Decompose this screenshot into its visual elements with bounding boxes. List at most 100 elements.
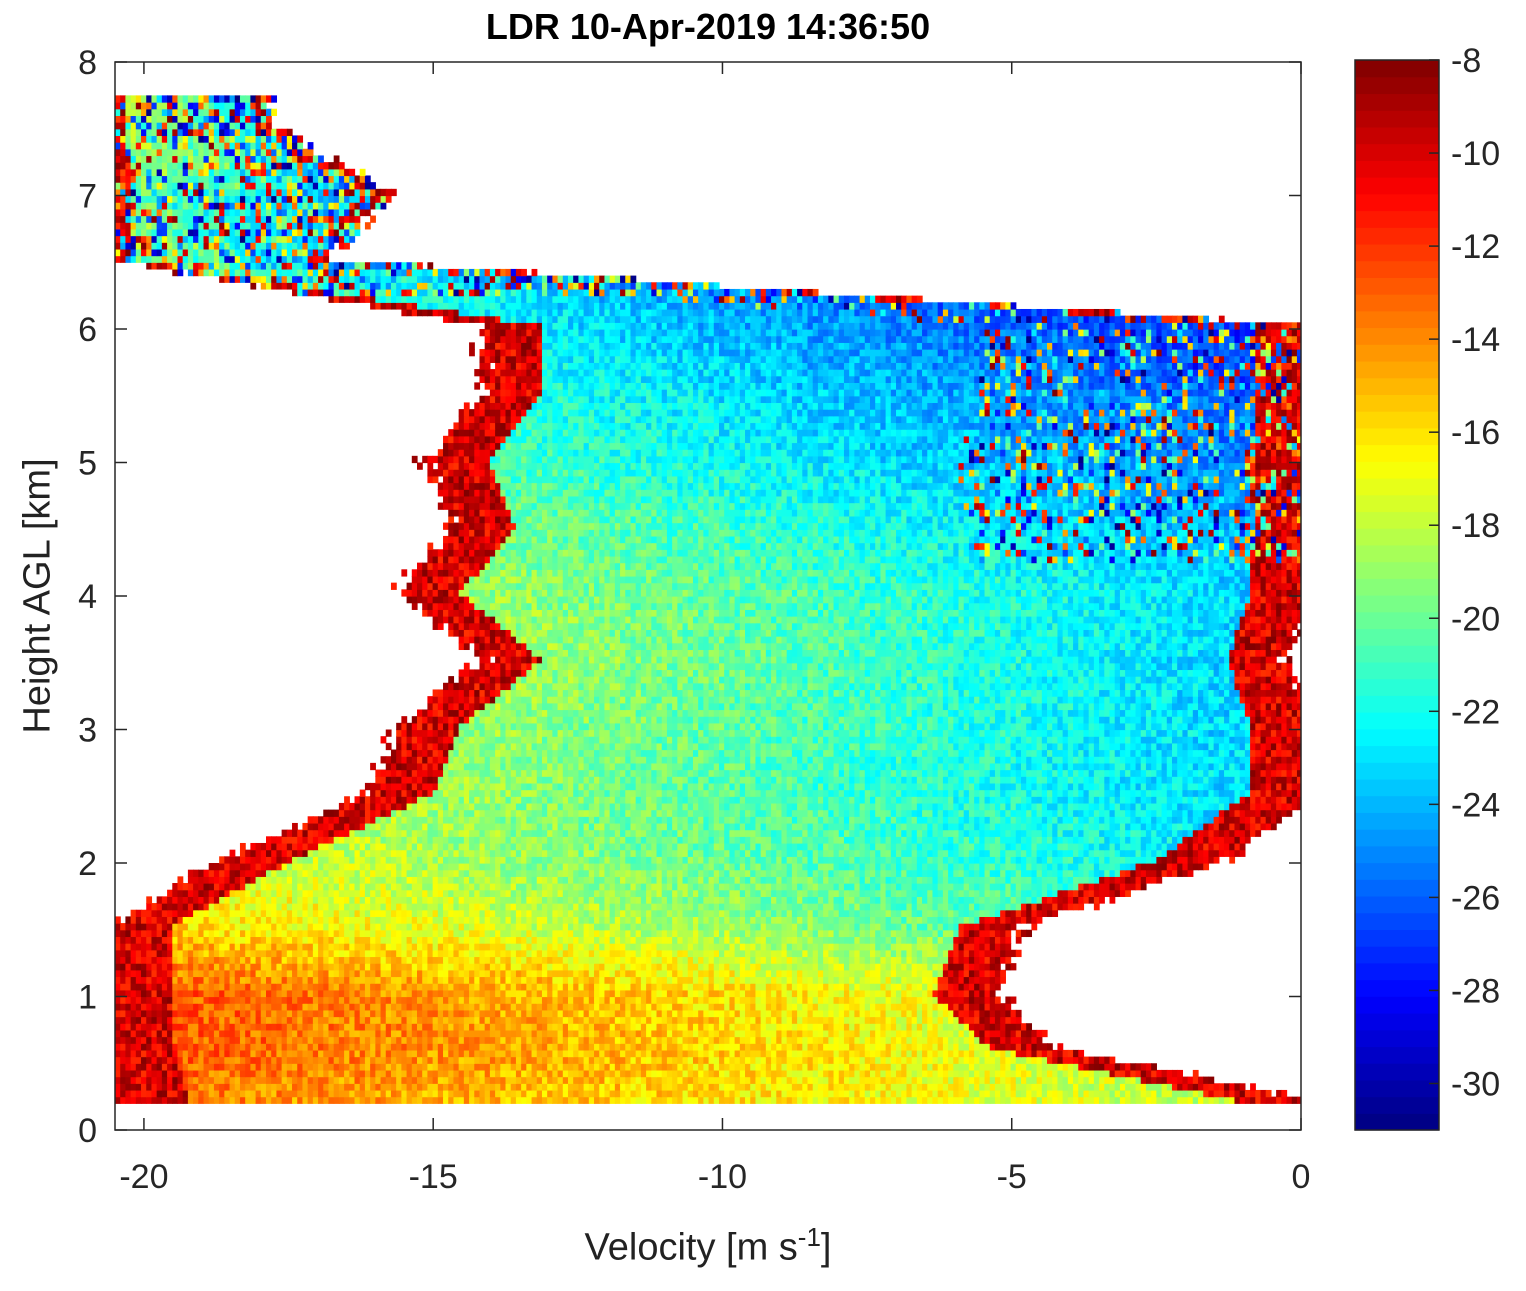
heatmap-cell	[1031, 1036, 1038, 1044]
heatmap-cell	[229, 949, 236, 958]
heatmap-cell	[547, 1016, 553, 1024]
heatmap-cell	[609, 983, 616, 991]
heatmap-cell	[422, 1009, 429, 1018]
heatmap-cell	[750, 1096, 757, 1104]
heatmap-cell	[692, 1049, 699, 1058]
heatmap-cell	[672, 1003, 678, 1011]
heatmap-cell	[588, 1003, 595, 1011]
heatmap-cell	[239, 1089, 246, 1098]
heatmap-cell	[979, 1063, 986, 1071]
heatmap-cell	[260, 1029, 267, 1038]
heatmap-cell	[536, 956, 543, 964]
heatmap-cell	[562, 1029, 569, 1038]
heatmap-cell	[177, 963, 184, 971]
heatmap-cell	[916, 1043, 923, 1051]
heatmap-cell	[271, 1049, 278, 1058]
heatmap-cell	[422, 1063, 429, 1071]
heatmap-cell	[807, 1063, 814, 1071]
heatmap-cell	[536, 1009, 543, 1018]
heatmap-cell	[161, 989, 168, 998]
heatmap-cell	[515, 1043, 522, 1051]
heatmap-cell	[692, 1043, 699, 1051]
heatmap-cell	[968, 1016, 975, 1024]
heatmap-cell	[838, 996, 845, 1004]
heatmap-cell	[344, 969, 350, 978]
heatmap-cell	[484, 949, 491, 958]
heatmap-cell	[323, 989, 330, 998]
heatmap-cell	[521, 989, 527, 998]
heatmap-cell	[125, 1016, 132, 1024]
heatmap-cell	[375, 1069, 382, 1078]
heatmap-cell	[234, 1009, 241, 1018]
heatmap-cell	[375, 1076, 382, 1084]
heatmap-cell	[567, 976, 574, 984]
heatmap-cell	[536, 1023, 543, 1031]
heatmap-cell	[614, 1009, 621, 1018]
heatmap-cell	[536, 949, 543, 958]
heatmap-cell	[594, 929, 600, 938]
heatmap-cell	[219, 936, 225, 944]
heatmap-cell	[182, 963, 189, 971]
heatmap-cell	[390, 1076, 397, 1084]
heatmap-cell	[776, 969, 783, 978]
heatmap-cell	[859, 1056, 866, 1064]
heatmap-cell	[906, 1029, 913, 1038]
heatmap-cell	[328, 949, 335, 958]
heatmap-cell	[932, 996, 939, 1004]
heatmap-cell	[1192, 1089, 1199, 1098]
heatmap-cell	[932, 969, 939, 978]
heatmap-cell	[1005, 1063, 1012, 1071]
heatmap-cell	[786, 949, 793, 958]
heatmap-cell	[338, 949, 345, 958]
heatmap-cell	[177, 1089, 184, 1098]
heatmap-cell	[828, 963, 835, 971]
heatmap-cell	[906, 976, 913, 984]
heatmap-cell	[703, 989, 710, 998]
heatmap-cell	[307, 996, 314, 1004]
heatmap-cell	[1010, 1023, 1017, 1031]
heatmap-cell	[1041, 1043, 1048, 1051]
heatmap-cell	[338, 969, 345, 978]
heatmap-cell	[375, 949, 382, 958]
heatmap-cell	[890, 1029, 897, 1038]
heatmap-cell	[833, 1009, 840, 1018]
heatmap-cell	[234, 1063, 241, 1071]
heatmap-cell	[526, 1003, 533, 1011]
heatmap-cell	[364, 943, 371, 951]
heatmap-cell	[901, 949, 908, 958]
heatmap-cell	[547, 983, 553, 991]
heatmap-cell	[1020, 1063, 1027, 1071]
heatmap-cell	[562, 1023, 569, 1031]
heatmap-cell	[661, 983, 668, 991]
heatmap-cell	[344, 949, 350, 958]
heatmap-cell	[448, 956, 455, 964]
heatmap-cell	[474, 996, 481, 1004]
heatmap-cell	[583, 1036, 590, 1044]
heatmap-cell	[224, 976, 231, 984]
heatmap-cell	[489, 943, 496, 951]
heatmap-cell	[489, 1063, 496, 1071]
heatmap-cell	[1015, 1029, 1022, 1038]
heatmap-cell	[234, 1023, 241, 1031]
heatmap-cell	[567, 923, 574, 931]
heatmap-cell	[469, 956, 475, 964]
heatmap-cell	[849, 996, 855, 1004]
heatmap-cell	[208, 963, 215, 971]
heatmap-cell	[177, 936, 184, 944]
heatmap-cell	[760, 1096, 767, 1104]
heatmap-cell	[172, 1083, 179, 1091]
heatmap-cell	[396, 1076, 402, 1084]
heatmap-cell	[213, 996, 220, 1004]
heatmap-cell	[859, 1089, 866, 1098]
heatmap-cell	[515, 1063, 522, 1071]
heatmap-cell	[682, 989, 689, 998]
heatmap-cell	[989, 1083, 996, 1091]
heatmap-cell	[984, 969, 991, 978]
heatmap-cell	[698, 963, 704, 971]
heatmap-cell	[828, 976, 835, 984]
heatmap-cell	[583, 989, 590, 998]
heatmap-cell	[245, 1036, 251, 1044]
heatmap-cell	[213, 1083, 220, 1091]
heatmap-cell	[385, 1003, 392, 1011]
heatmap-cell	[958, 976, 965, 984]
